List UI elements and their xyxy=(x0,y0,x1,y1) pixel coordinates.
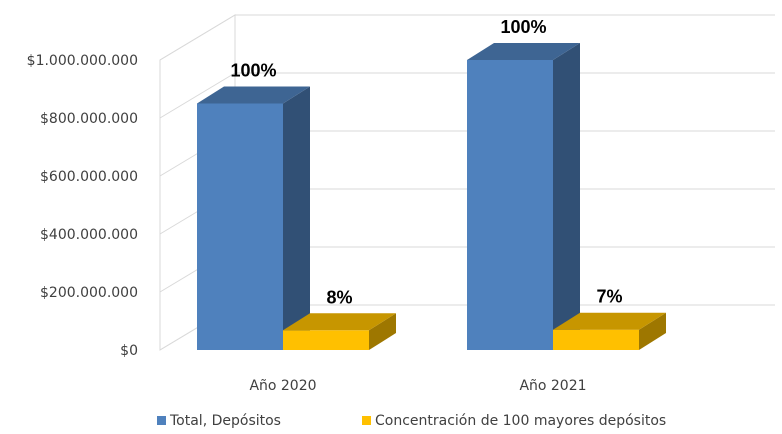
bar-top xyxy=(197,86,310,104)
bar xyxy=(197,103,283,350)
bar-side xyxy=(639,312,666,350)
y-tick-label: $0 xyxy=(120,343,138,359)
x-tick-label: Año 2021 xyxy=(519,378,586,394)
bar xyxy=(467,60,553,350)
legend-swatch xyxy=(362,416,371,425)
data-label: 7% xyxy=(596,287,622,307)
legend-swatch xyxy=(157,416,166,425)
bar xyxy=(283,330,369,350)
legend-label: Total, Depósitos xyxy=(169,413,281,429)
y-tick-label: $400.000.000 xyxy=(40,227,138,243)
y-tick-label: $200.000.000 xyxy=(40,285,138,301)
y-tick-label: $800.000.000 xyxy=(40,111,138,127)
gridline-diagonal xyxy=(159,72,236,119)
bar-side xyxy=(283,86,310,350)
bar xyxy=(553,329,639,350)
data-label: 100% xyxy=(230,61,276,81)
bar-top xyxy=(467,43,580,60)
x-tick-label: Año 2020 xyxy=(249,378,316,394)
gridline-diagonal xyxy=(159,14,236,61)
data-label: 100% xyxy=(500,17,546,37)
bar-top xyxy=(283,313,396,331)
bar-top xyxy=(553,312,666,330)
y-tick-label: $600.000.000 xyxy=(40,169,138,185)
data-label: 8% xyxy=(326,287,352,307)
bar-side xyxy=(553,43,580,350)
legend-label: Concentración de 100 mayores depósitos xyxy=(375,413,666,429)
y-tick-label: $1.000.000.000 xyxy=(27,53,138,69)
bar-side xyxy=(369,313,396,350)
